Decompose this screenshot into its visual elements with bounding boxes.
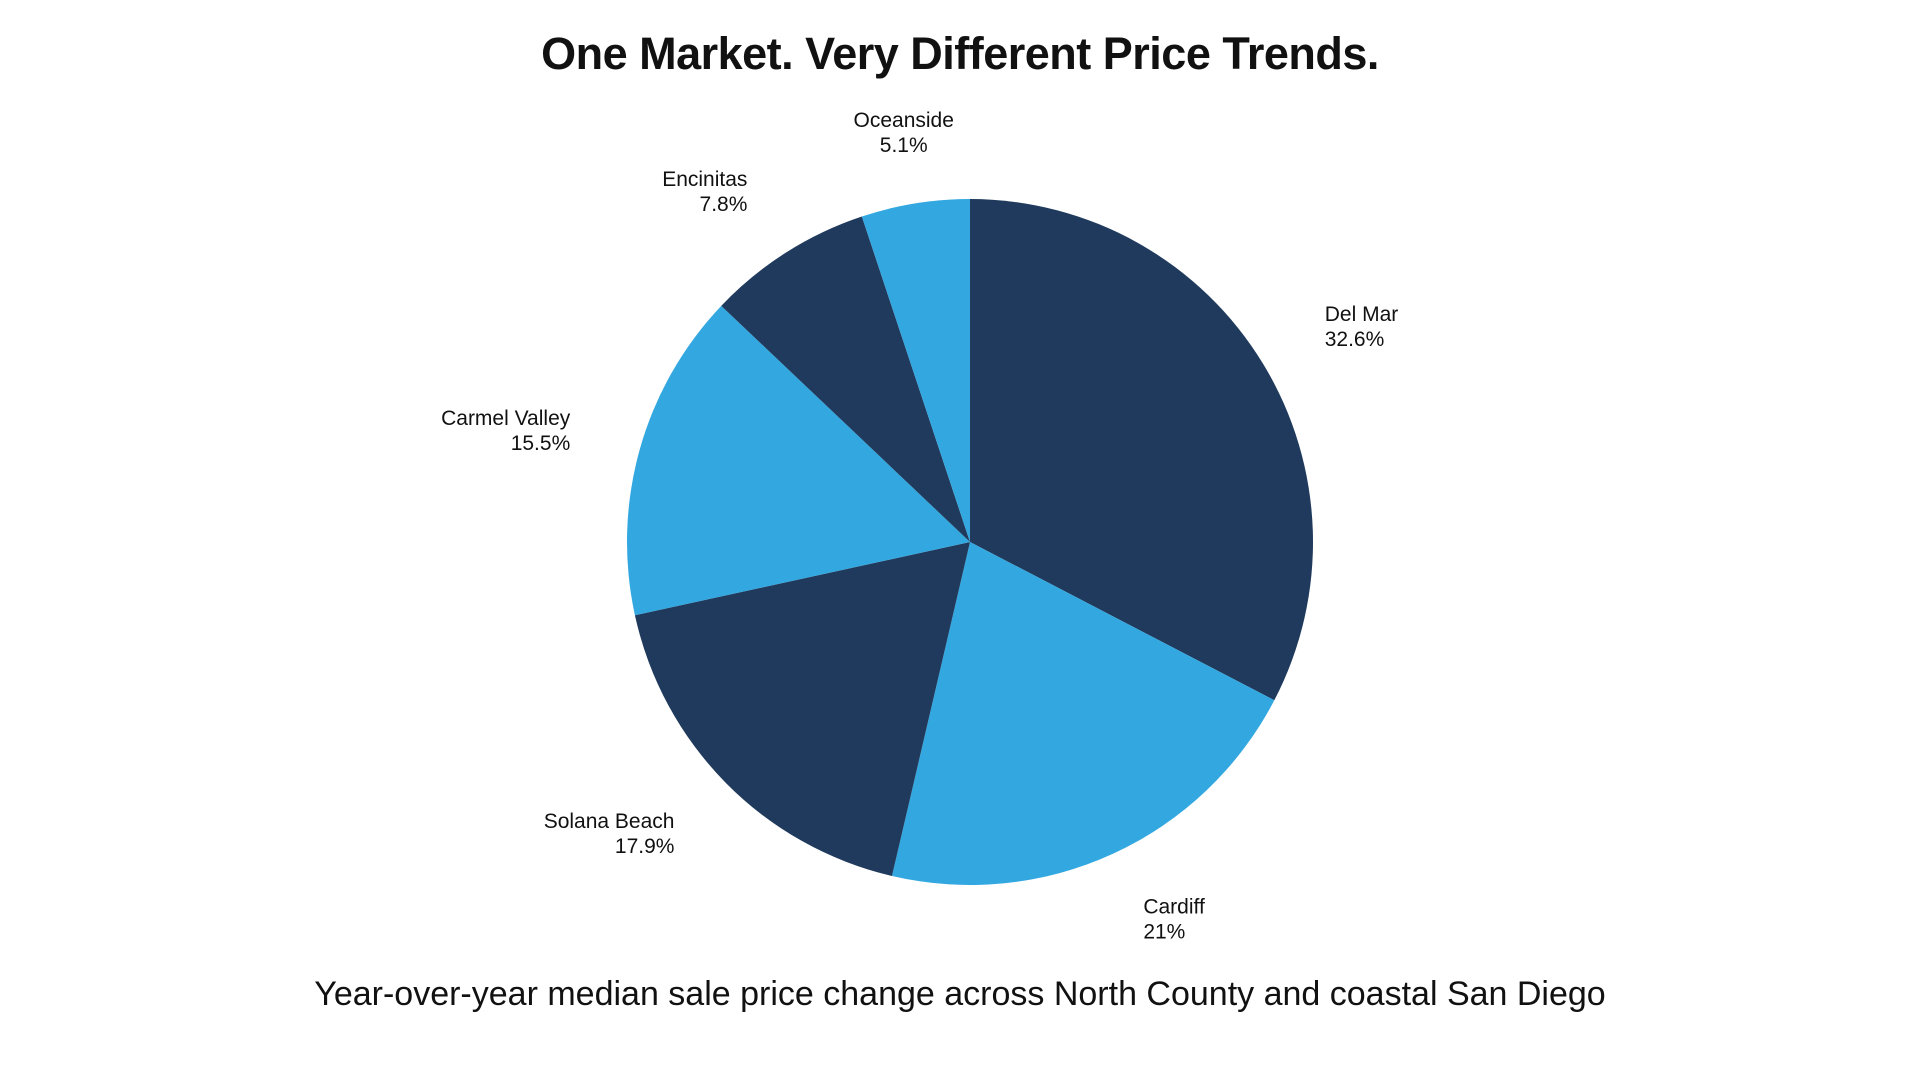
slice-label-carmel-valley: Carmel Valley bbox=[441, 407, 571, 430]
pie-slice-cardiff bbox=[891, 542, 1275, 886]
slice-value-encinitas: 7.8% bbox=[700, 193, 748, 216]
pie-slice-encinitas bbox=[721, 216, 970, 542]
slice-label-cardiff: Cardiff bbox=[1143, 896, 1205, 919]
chart-subtitle: Year-over-year median sale price change … bbox=[314, 975, 1606, 1013]
slice-value-solana-beach: 17.9% bbox=[615, 835, 675, 858]
pie-slice-solana-beach bbox=[634, 542, 970, 877]
slice-value-carmel-valley: 15.5% bbox=[511, 432, 571, 455]
slice-label-solana-beach: Solana Beach bbox=[544, 810, 675, 833]
pie-slice-del-mar bbox=[970, 199, 1313, 701]
slice-label-oceanside: Oceanside bbox=[854, 109, 954, 132]
slice-value-oceanside: 5.1% bbox=[880, 134, 928, 157]
slice-label-del-mar: Del Mar bbox=[1325, 303, 1399, 326]
pie-slice-oceanside bbox=[861, 199, 970, 542]
slice-label-encinitas: Encinitas bbox=[662, 168, 747, 191]
slice-value-del-mar: 32.6% bbox=[1325, 328, 1385, 351]
chart-title: One Market. Very Different Price Trends. bbox=[541, 28, 1379, 79]
pie-slices bbox=[627, 199, 1313, 886]
slice-value-cardiff: 21% bbox=[1143, 921, 1185, 944]
pie-slice-carmel-valley bbox=[627, 305, 970, 616]
